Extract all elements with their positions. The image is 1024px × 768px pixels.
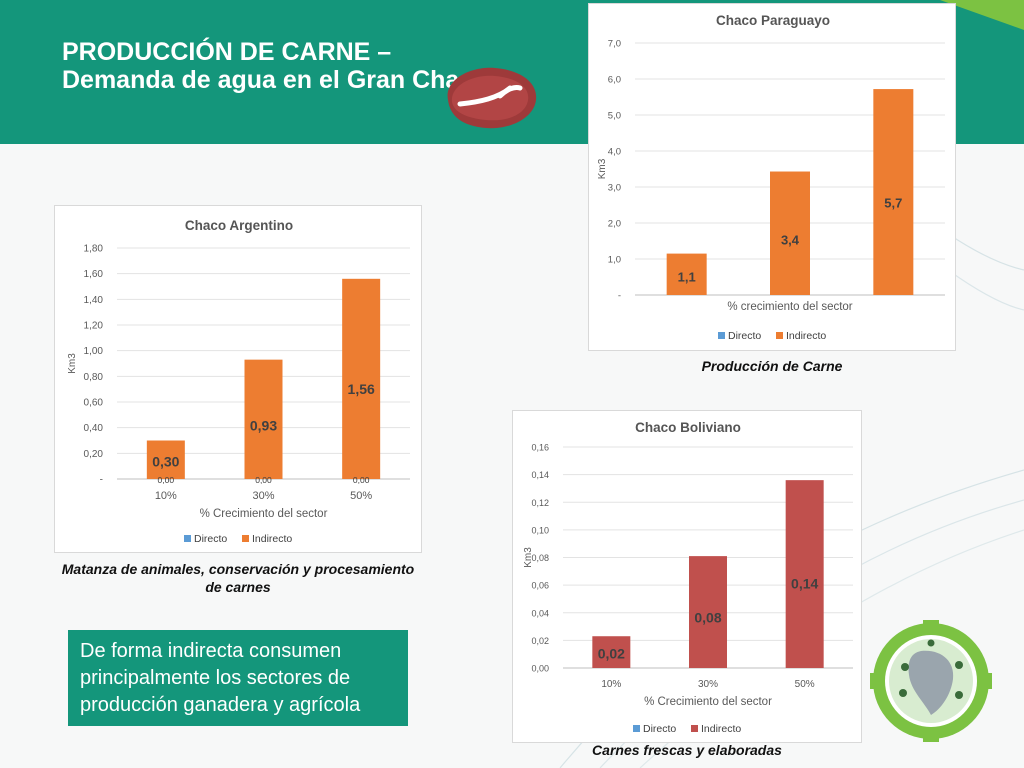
y-tick-label: 0,06 [531, 581, 549, 591]
gran-chaco-logo [870, 620, 992, 742]
y-tick-label: 0,14 [531, 470, 549, 480]
chart-card-paraguayo: Chaco Paraguayo - 1,0 2,0 3,0 4,0 5,0 6,0 7,0 Km3… [588, 3, 956, 351]
caption-argentino: Matanza de animales, conservación y proc… [61, 561, 415, 595]
y-tick-label: 1,80 [84, 244, 104, 255]
data-label-indirecto: 0,08 [694, 610, 721, 626]
bar-indirecto [592, 636, 631, 668]
x-tick-label: 50% [795, 679, 815, 690]
legend-label: Directo [728, 330, 761, 342]
y-tick-label: 5,0 [608, 111, 621, 122]
slide-title: PRODUCCIÓN DE CARNE – Demanda de agua en… [62, 38, 489, 94]
y-axis-label: Km3 [67, 353, 78, 374]
legend-swatch [691, 725, 698, 732]
y-tick-label: 1,00 [84, 346, 104, 357]
data-label-indirecto: 0,14 [791, 575, 818, 591]
x-axis-label: % Crecimiento del sector [200, 508, 328, 520]
bar-indirecto [244, 359, 283, 479]
chart-argentino: Chaco Argentino - 0,20 0,40 0,60 0,80 1,00 1,20… [67, 218, 410, 545]
data-label-directo: 0,00 [353, 475, 370, 485]
data-label-indirecto: 0,93 [250, 417, 277, 433]
chart-card-boliviano: Chaco Boliviano 0,00 0,02 0,04 0,06 0,08 0,10 0… [512, 410, 862, 743]
chart-boliviano: Chaco Boliviano 0,00 0,02 0,04 0,06 0,08 0,10 0… [523, 420, 853, 735]
y-tick-label: 0,20 [84, 449, 104, 460]
legend-swatch [718, 332, 725, 339]
meat-steak-icon [447, 67, 537, 129]
y-tick-label: 0,02 [531, 636, 549, 646]
bar-indirecto [146, 440, 185, 479]
y-tick-label: 0,16 [531, 443, 549, 453]
y-tick-label: 0,40 [84, 423, 104, 434]
x-tick-label: 10% [155, 490, 177, 502]
y-axis-label: Km3 [523, 547, 534, 568]
y-tick-label: 4,0 [608, 147, 621, 158]
y-tick-label: 0,80 [84, 372, 104, 383]
data-label-indirecto: 0,30 [152, 454, 179, 470]
y-tick-label: 0,12 [531, 498, 549, 508]
data-label-directo: 0,00 [158, 475, 175, 485]
y-tick-label: - [100, 475, 103, 486]
data-label-indirecto: 1,1 [678, 269, 696, 284]
y-tick-label: 1,20 [84, 321, 104, 332]
caption-paraguayo: Producción de Carne [701, 358, 843, 374]
legend-label: Directo [643, 723, 676, 735]
y-tick-label: 0,08 [531, 553, 549, 563]
y-tick-label: - [618, 291, 621, 302]
x-tick-label: 30% [698, 679, 718, 690]
bar-indirecto [666, 253, 707, 295]
legend-label: Indirecto [701, 723, 741, 735]
y-tick-label: 7,0 [608, 39, 621, 50]
y-tick-label: 0,60 [84, 398, 104, 409]
y-tick-label: 0,10 [531, 525, 549, 535]
chart-title: Chaco Paraguayo [716, 13, 830, 28]
legend-swatch [776, 332, 783, 339]
legend-label: Indirecto [252, 533, 292, 545]
y-tick-label: 1,0 [608, 255, 621, 266]
x-axis-label: % Crecimiento del sector [644, 696, 772, 708]
data-label-indirecto: 5,7 [884, 195, 902, 210]
legend-label: Directo [194, 533, 227, 545]
y-tick-label: 0,00 [531, 664, 549, 674]
x-tick-label: 30% [252, 490, 274, 502]
bar-indirecto [873, 89, 914, 295]
x-tick-label: 10% [601, 679, 621, 690]
chart-title: Chaco Argentino [185, 218, 293, 233]
y-tick-label: 3,0 [608, 183, 621, 194]
data-label-indirecto: 3,4 [781, 232, 800, 247]
y-tick-label: 0,04 [531, 608, 549, 618]
x-tick-label: 50% [350, 490, 372, 502]
y-axis-label: Km3 [597, 158, 608, 179]
legend-swatch [242, 535, 249, 542]
data-label-directo: 0,00 [255, 475, 272, 485]
legend-swatch [633, 725, 640, 732]
x-axis-label: % crecimiento del sector [727, 301, 852, 313]
y-tick-label: 6,0 [608, 75, 621, 86]
bar-indirecto [342, 278, 381, 479]
info-note: De forma indirecta consumen principalmen… [68, 630, 408, 726]
y-tick-label: 2,0 [608, 219, 621, 230]
legend-swatch [184, 535, 191, 542]
caption-boliviano: Carnes frescas y elaboradas [592, 742, 782, 758]
bar-indirecto [785, 480, 824, 668]
y-tick-label: 1,60 [84, 269, 104, 280]
y-tick-label: 1,40 [84, 295, 104, 306]
chart-card-argentino: Chaco Argentino - 0,20 0,40 0,60 0,80 1,00 1,20… [54, 205, 422, 553]
data-label-indirecto: 0,02 [598, 646, 625, 662]
bar-indirecto [770, 171, 810, 295]
chart-paraguayo: Chaco Paraguayo - 1,0 2,0 3,0 4,0 5,0 6,0 7,0 Km3… [597, 13, 945, 342]
chart-title: Chaco Boliviano [635, 420, 741, 435]
data-label-indirecto: 1,56 [348, 381, 375, 397]
bar-indirecto [689, 556, 727, 668]
legend-label: Indirecto [786, 330, 826, 342]
corner-accent [940, 0, 1024, 30]
